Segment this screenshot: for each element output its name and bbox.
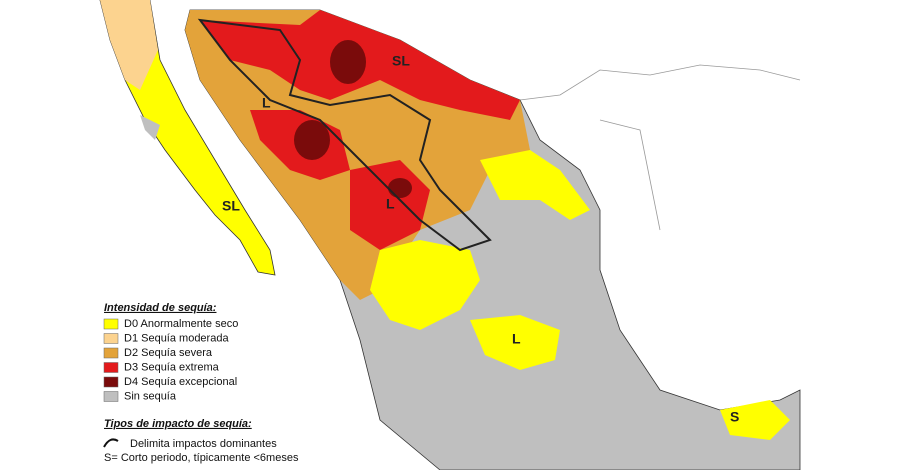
legend-label: Sin sequía — [124, 390, 177, 402]
baja-north — [100, 0, 158, 90]
legend-swatch — [103, 347, 119, 359]
map-label: L — [262, 95, 271, 111]
map-label: SL — [392, 53, 410, 69]
map-shapes — [99, 0, 801, 470]
legend-swatch — [103, 362, 119, 373]
d0-south — [720, 400, 790, 440]
map-label: SL — [222, 198, 240, 214]
d0-bajio — [470, 315, 560, 370]
impact-boundary — [197, 18, 492, 252]
legend-swatch — [103, 318, 119, 330]
legend-label: D3 Sequía extrema — [124, 361, 220, 373]
map-label: L — [386, 196, 395, 212]
legend-label: D2 Sequía severa — [124, 347, 213, 359]
d4-blob — [330, 40, 366, 84]
legend-swatch — [103, 391, 119, 402]
baja-gray — [140, 115, 160, 140]
map-label: L — [512, 331, 521, 347]
impact-item: Delimita impactos dominantes — [130, 438, 277, 450]
legend-swatch — [103, 376, 119, 388]
map-label: S — [730, 409, 739, 425]
impact-item: S= Corto periodo, típicamente <6meses — [104, 452, 299, 464]
d4-blob — [294, 120, 330, 160]
d0-northeast — [480, 150, 590, 220]
legend-label: D1 Sequía moderada — [124, 332, 229, 344]
d0-center — [370, 240, 480, 330]
map-labels: SL L L SL L S — [222, 53, 739, 425]
legend-box — [98, 298, 298, 468]
impact-title: Tipos de impacto de sequía: — [104, 418, 252, 430]
us-outline — [519, 64, 801, 231]
legend-swatch — [103, 333, 119, 344]
impact-icon — [103, 438, 119, 448]
legend-label: D4 Sequía excepcional — [124, 376, 237, 388]
legend-title: Intensidad de sequía: — [104, 302, 217, 314]
legend-label: D0 Anormalmente seco — [124, 318, 238, 330]
